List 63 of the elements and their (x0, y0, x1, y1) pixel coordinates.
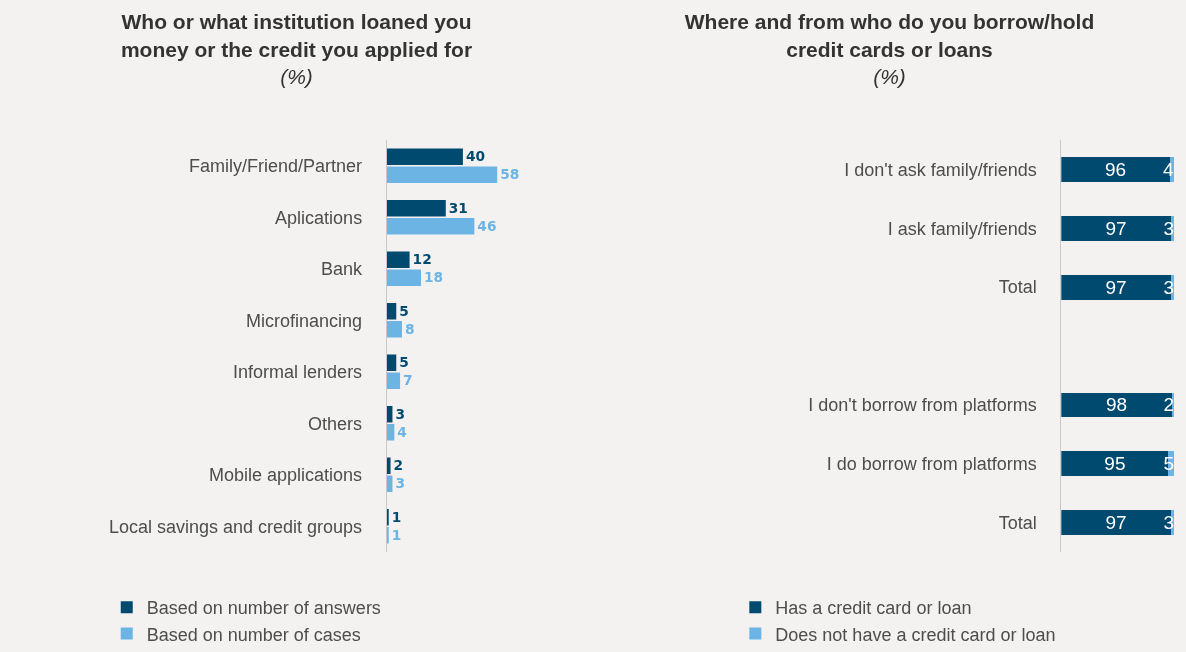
data-label: 98 (1105, 394, 1128, 416)
y-tick-label: Family/Friend/Partner (189, 156, 363, 177)
y-tick-label: Local savings and credit groups (108, 516, 363, 537)
data-label: 97 (1105, 512, 1127, 534)
chart-subtitle: (%) (280, 64, 313, 88)
legend-label: Does not have a credit card or loan (775, 624, 1056, 645)
bar (386, 148, 463, 165)
bar (386, 251, 410, 268)
data-label: 5 (399, 302, 409, 319)
y-tick-label: Total (998, 277, 1037, 298)
bar (386, 200, 446, 217)
data-label: 7 (403, 372, 413, 389)
bar (386, 269, 422, 286)
bar (386, 457, 391, 474)
bar (386, 372, 401, 389)
y-tick-label: Others (308, 413, 363, 434)
data-label: 31 (448, 199, 468, 216)
data-label: 46 (477, 217, 497, 234)
legend-label: Based on number of cases (146, 624, 361, 645)
y-tick-label: Mobile applications (209, 465, 363, 486)
y-tick-label: Bank (321, 259, 364, 280)
bar (386, 218, 475, 235)
data-label: 3 (395, 475, 405, 492)
text: Where and from who do you borrow/hold credit cards or loans (684, 10, 1095, 61)
data-label: 3 (1163, 217, 1175, 239)
y-tick-label: I don't ask family/friends (844, 159, 1037, 180)
data-label: 96 (1104, 158, 1127, 180)
data-label: 97 (1105, 217, 1127, 239)
data-label: 3 (395, 405, 405, 422)
bar (386, 527, 389, 544)
data-label: 2 (1163, 394, 1175, 416)
bar (386, 354, 397, 371)
data-label: 4 (1163, 158, 1175, 180)
y-tick-label: Total (998, 512, 1037, 533)
data-label: 97 (1105, 276, 1127, 298)
y-tick-label: I do borrow from platforms (826, 454, 1037, 475)
data-label: 18 (424, 269, 444, 286)
data-label: 40 (465, 148, 486, 165)
bar (386, 166, 498, 183)
data-label: 3 (1163, 276, 1175, 298)
bar (386, 509, 389, 526)
data-label: 1 (391, 508, 402, 525)
y-tick-label: Informal lenders (233, 362, 363, 383)
data-label: 5 (399, 354, 409, 371)
data-label: 95 (1104, 453, 1126, 475)
bar (386, 321, 402, 338)
data-label: 3 (1163, 512, 1175, 534)
text: (%) (873, 64, 906, 88)
y-tick-label: I ask family/friends (887, 218, 1037, 239)
data-label: 12 (412, 251, 432, 268)
data-label: 1 (391, 526, 402, 543)
y-tick-label: Microfinancing (246, 310, 363, 331)
data-label: 8 (404, 320, 415, 337)
y-tick-label: Aplications (275, 207, 363, 228)
chart-title: Who or what institution loaned you money or the credit you applied for (120, 10, 473, 61)
data-label: 58 (500, 166, 520, 183)
bar (386, 424, 395, 441)
bar (386, 303, 397, 320)
legend-label: Has a credit card or loan (775, 598, 972, 619)
data-label: 4 (397, 423, 407, 440)
legend-label: Based on number of answers (146, 598, 381, 619)
data-label: 2 (393, 457, 404, 474)
y-tick-label: I don't borrow from platforms (808, 395, 1037, 416)
